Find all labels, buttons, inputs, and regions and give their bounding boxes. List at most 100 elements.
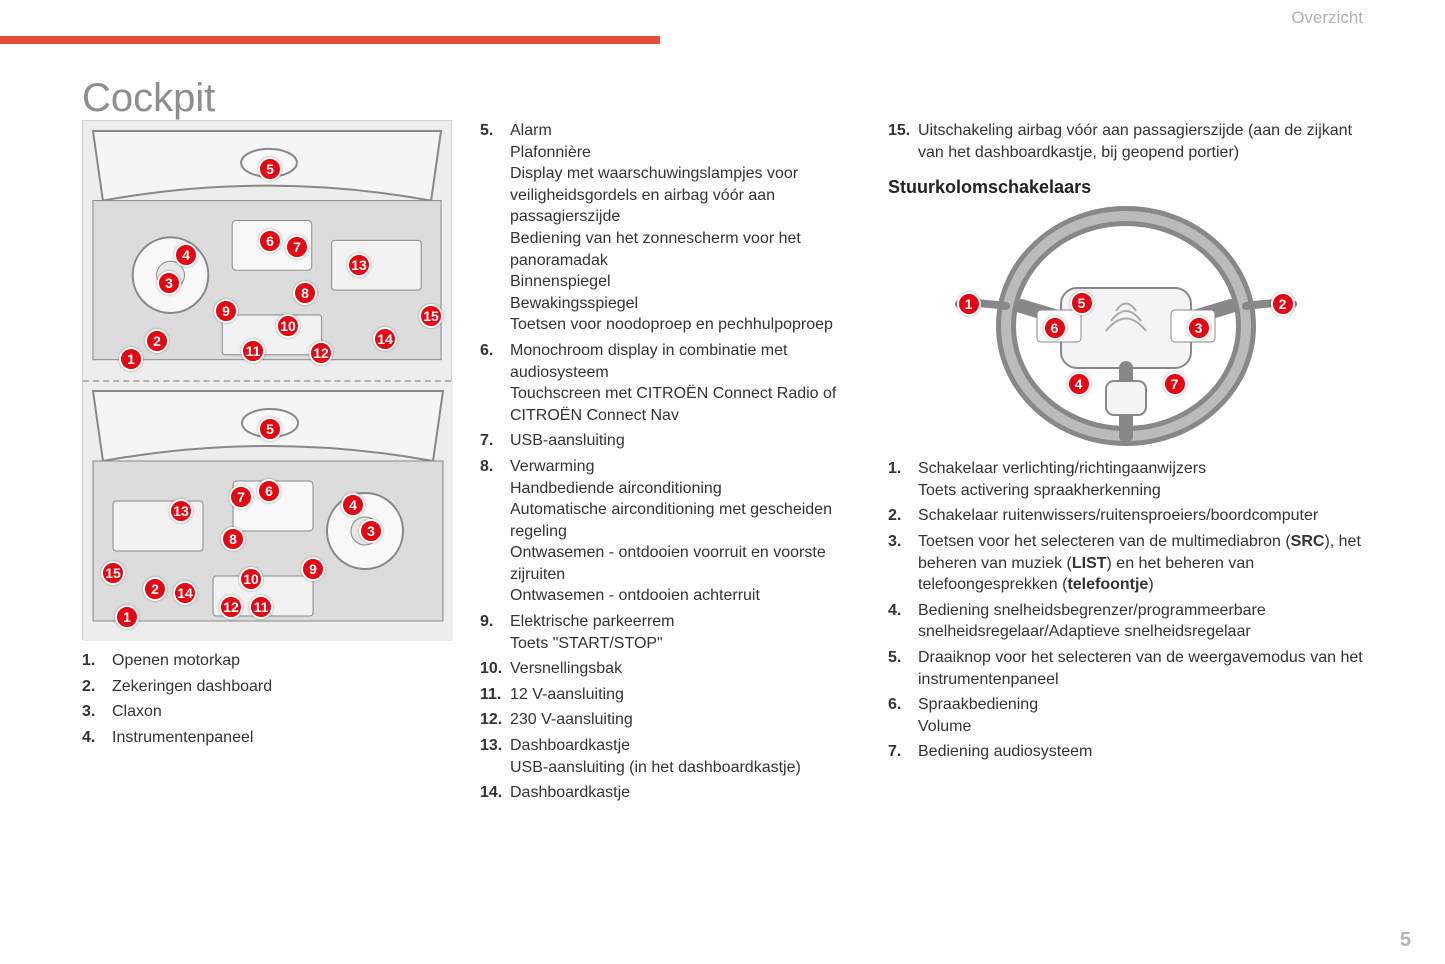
list-item-number: 8. xyxy=(480,456,510,478)
list-item: 7.Bediening audiosysteem xyxy=(888,741,1363,763)
list-item-line: Spraakbediening xyxy=(918,694,1038,716)
list-item-number: 7. xyxy=(480,430,510,452)
list-item-number: 2. xyxy=(888,505,918,527)
callout-marker: 11 xyxy=(249,595,273,619)
list-item-line: Uitschakeling airbag vóór aan passagiers… xyxy=(918,120,1363,163)
cockpit-list-right-top: 15.Uitschakeling airbag vóór aan passagi… xyxy=(888,120,1363,163)
list-item-line: Bediening van het zonnescherm voor het p… xyxy=(510,228,860,271)
list-item: 9.Elektrische parkeerremToets "START/STO… xyxy=(480,611,860,654)
list-item-line: Dashboardkastje xyxy=(510,735,801,757)
list-item: 4.Instrumentenpaneel xyxy=(82,727,452,749)
callout-marker: 12 xyxy=(219,595,243,619)
callout-marker: 10 xyxy=(239,567,263,591)
list-item-line: Dashboardkastje xyxy=(510,782,630,804)
list-item-line: Bewakingsspiegel xyxy=(510,293,860,315)
list-item-line: Toetsen voor het selecteren van de multi… xyxy=(918,531,1363,596)
list-item-number: 4. xyxy=(82,727,112,749)
callout-marker: 4 xyxy=(341,493,365,517)
steering-title: Stuurkolomschakelaars xyxy=(888,177,1363,198)
callout-marker: 3 xyxy=(1187,316,1211,340)
callout-marker: 6 xyxy=(1043,316,1067,340)
callout-marker: 5 xyxy=(1070,291,1094,315)
list-item: 6.SpraakbedieningVolume xyxy=(888,694,1363,737)
list-item-lines: Uitschakeling airbag vóór aan passagiers… xyxy=(918,120,1363,163)
callout-marker: 2 xyxy=(143,577,167,601)
list-item-line: Volume xyxy=(918,716,1038,738)
list-item-line: 230 V-aansluiting xyxy=(510,709,633,731)
callout-marker: 1 xyxy=(115,605,139,629)
dashboard-diagram: 5674313891021111214155674313891021411121… xyxy=(82,120,452,640)
callout-marker: 9 xyxy=(301,557,325,581)
list-item: 2.Zekeringen dashboard xyxy=(82,676,452,698)
callout-marker: 10 xyxy=(276,314,300,338)
list-item-lines: SpraakbedieningVolume xyxy=(918,694,1038,737)
steering-wheel-svg xyxy=(951,206,1301,446)
list-item: 11.12 V-aansluiting xyxy=(480,684,860,706)
list-item-line: USB-aansluiting (in het dashboardkastje) xyxy=(510,757,801,779)
list-item-lines: VerwarmingHandbediende airconditioningAu… xyxy=(510,456,860,607)
list-item: 7.USB-aansluiting xyxy=(480,430,860,452)
callout-marker: 13 xyxy=(169,499,193,523)
list-item-line: Zekeringen dashboard xyxy=(112,676,272,698)
list-item: 3.Claxon xyxy=(82,701,452,723)
list-item-lines: DashboardkastjeUSB-aansluiting (in het d… xyxy=(510,735,801,778)
callout-marker: 5 xyxy=(258,157,282,181)
callout-marker: 12 xyxy=(309,341,333,365)
list-item-lines: 12 V-aansluiting xyxy=(510,684,624,706)
cockpit-list-left: 1.Openen motorkap 2.Zekeringen dashboard 3… xyxy=(82,650,452,748)
list-item: 15.Uitschakeling airbag vóór aan passagi… xyxy=(888,120,1363,163)
list-item-lines: USB-aansluiting xyxy=(510,430,625,452)
list-item-number: 13. xyxy=(480,735,510,757)
list-item-lines: 230 V-aansluiting xyxy=(510,709,633,731)
list-item-line: Bediening snelheidsbegrenzer/programmeer… xyxy=(918,600,1363,643)
callout-marker: 8 xyxy=(293,281,317,305)
cockpit-list-middle: 5.AlarmPlafonnièreDisplay met waarschuwi… xyxy=(480,120,860,804)
list-item-lines: Elektrische parkeerremToets "START/STOP" xyxy=(510,611,675,654)
list-item-line: Verwarming xyxy=(510,456,860,478)
list-item-line: Automatische airconditioning met geschei… xyxy=(510,499,860,542)
list-item-lines: Claxon xyxy=(112,701,162,723)
callout-marker: 11 xyxy=(241,339,265,363)
list-item-line: Alarm xyxy=(510,120,860,142)
list-item-number: 9. xyxy=(480,611,510,633)
list-item-lines: Toetsen voor het selecteren van de multi… xyxy=(918,531,1363,596)
list-item-line: Toets activering spraakherkenning xyxy=(918,480,1206,502)
list-item-line: Claxon xyxy=(112,701,162,723)
list-item: 5.AlarmPlafonnièreDisplay met waarschuwi… xyxy=(480,120,860,336)
list-item-lines: Monochroom display in combinatie met aud… xyxy=(510,340,860,426)
list-item-number: 12. xyxy=(480,709,510,731)
list-item-number: 7. xyxy=(888,741,918,763)
column-2: 5.AlarmPlafonnièreDisplay met waarschuwi… xyxy=(480,120,860,924)
list-item-lines: Schakelaar verlichting/richtingaanwijzer… xyxy=(918,458,1206,501)
list-item-lines: Bediening audiosysteem xyxy=(918,741,1092,763)
callout-marker: 13 xyxy=(347,253,371,277)
list-item: 8.VerwarmingHandbediende airconditioning… xyxy=(480,456,860,607)
steering-diagram: 1256347 xyxy=(951,206,1301,446)
diagram-divider xyxy=(83,380,451,382)
list-item-line: Openen motorkap xyxy=(112,650,240,672)
callout-marker: 4 xyxy=(1067,372,1091,396)
list-item-number: 5. xyxy=(480,120,510,142)
callout-marker: 1 xyxy=(119,347,143,371)
header-accent-bar xyxy=(0,36,660,44)
list-item-line: Schakelaar ruitenwissers/ruitensproeiers… xyxy=(918,505,1318,527)
list-item: 14.Dashboardkastje xyxy=(480,782,860,804)
callout-marker: 15 xyxy=(419,304,443,328)
list-item: 3.Toetsen voor het selecteren van de mul… xyxy=(888,531,1363,596)
list-item-line: Toets "START/STOP" xyxy=(510,633,675,655)
callout-marker: 2 xyxy=(145,329,169,353)
callout-marker: 15 xyxy=(101,561,125,585)
steering-list: 1.Schakelaar verlichting/richtingaanwijz… xyxy=(888,458,1363,763)
page-number: 5 xyxy=(1400,929,1411,952)
page-columns: 5674313891021111214155674313891021411121… xyxy=(82,120,1363,924)
list-item-lines: Draaiknop voor het selecteren van de wee… xyxy=(918,647,1363,690)
page-title: Cockpit xyxy=(82,76,215,121)
list-item-line: Ontwasemen - ontdooien voorruit en voors… xyxy=(510,542,860,585)
list-item-number: 3. xyxy=(888,531,918,553)
list-item-lines: Openen motorkap xyxy=(112,650,240,672)
list-item: 1.Openen motorkap xyxy=(82,650,452,672)
list-item-lines: Zekeringen dashboard xyxy=(112,676,272,698)
list-item-number: 14. xyxy=(480,782,510,804)
list-item-number: 5. xyxy=(888,647,918,669)
list-item-line: Plafonnière xyxy=(510,142,860,164)
